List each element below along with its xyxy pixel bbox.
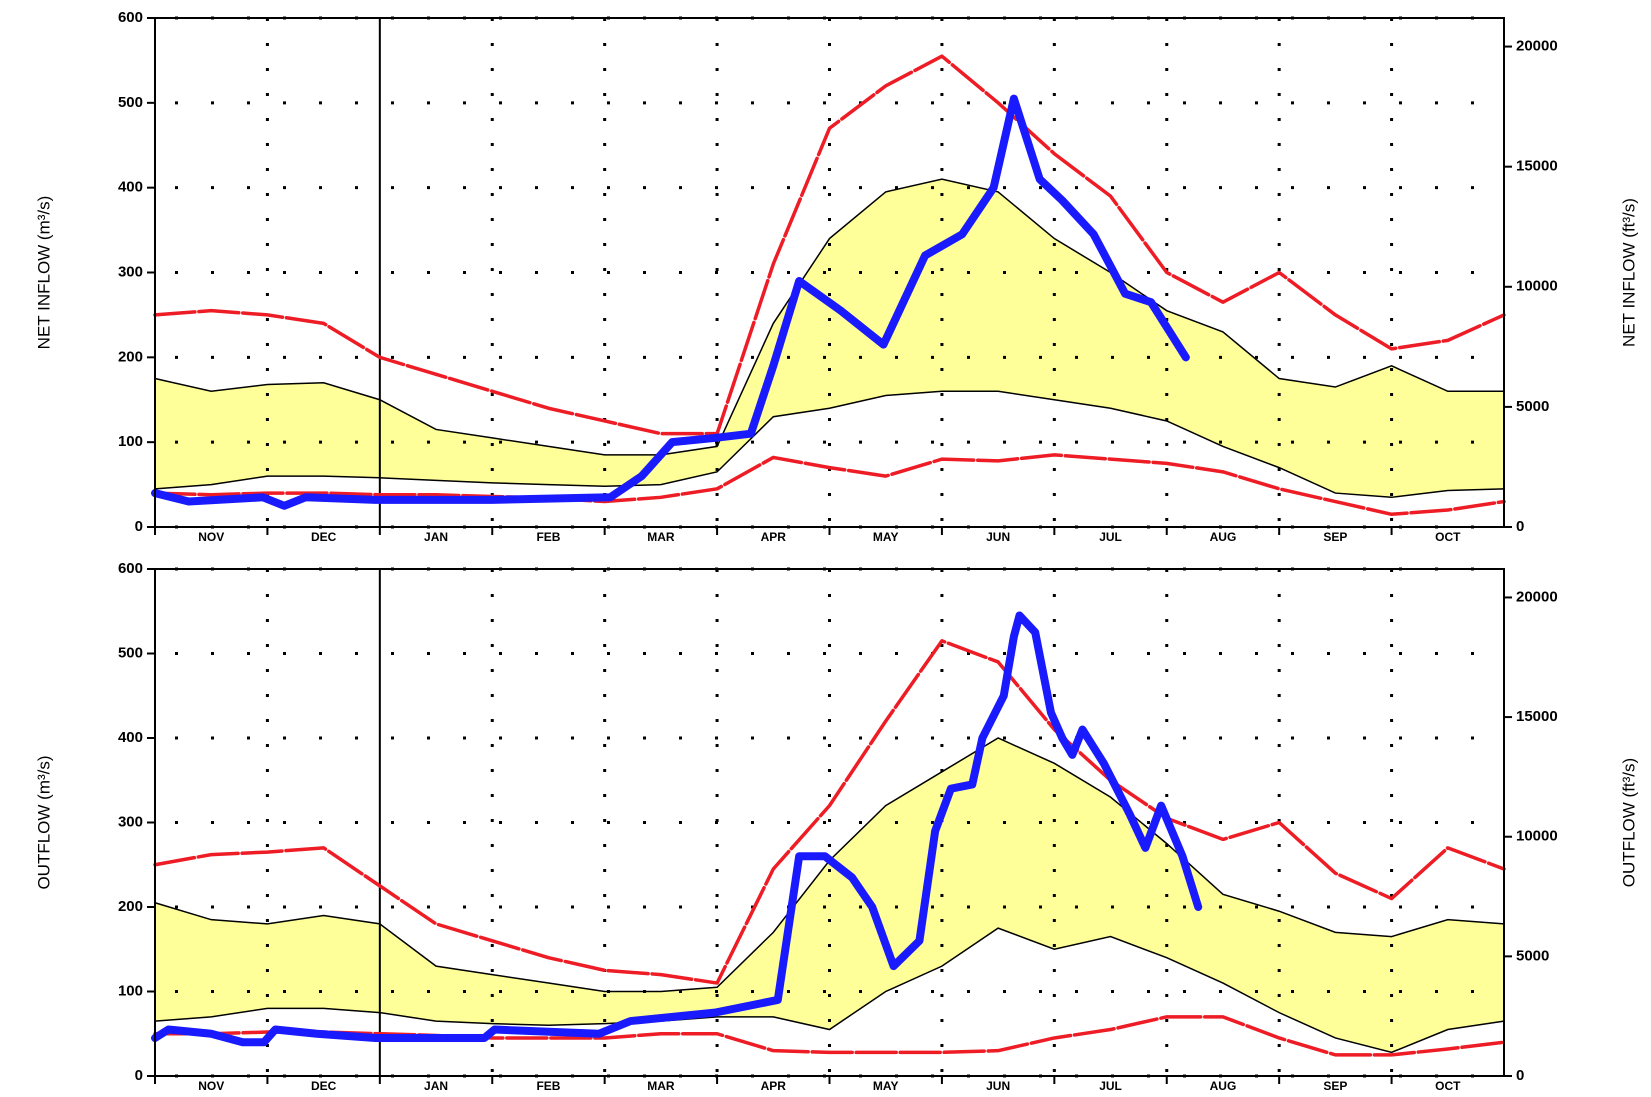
plot-frame bbox=[154, 17, 1505, 528]
y2-tick-label: 10000 bbox=[1516, 828, 1558, 845]
y-tick-label: 500 bbox=[118, 644, 143, 661]
y2-tick-label: 0 bbox=[1516, 518, 1524, 535]
y2-axis-title: NET INFLOW (ft³/s) bbox=[1619, 198, 1638, 347]
x-tick-label: MAY bbox=[873, 530, 899, 544]
band-line bbox=[154, 178, 1504, 456]
x-tick-label: JAN bbox=[424, 530, 448, 544]
x-tick-label: SEP bbox=[1323, 1079, 1347, 1093]
plot-frame bbox=[154, 568, 1505, 1077]
y-tick-label: 100 bbox=[118, 982, 143, 999]
y2-tick-label: 20000 bbox=[1516, 38, 1558, 55]
y-tick-label: 200 bbox=[118, 898, 143, 915]
x-tick-label: OCT bbox=[1435, 530, 1461, 544]
x-tick-label: JUL bbox=[1099, 530, 1122, 544]
quartile-band bbox=[155, 179, 1504, 498]
y2-axis-title: OUTFLOW (ft³/s) bbox=[1619, 758, 1638, 887]
x-tick-label: DEC bbox=[311, 1079, 337, 1093]
x-tick-label: MAR bbox=[647, 1079, 675, 1093]
y-axis-title: NET INFLOW (m³/s) bbox=[34, 196, 53, 350]
y2-tick-label: 15000 bbox=[1516, 708, 1558, 725]
y-tick-label: 0 bbox=[135, 518, 143, 535]
x-tick-label: SEP bbox=[1323, 530, 1347, 544]
series-line bbox=[153, 453, 1506, 517]
x-tick-label: JUL bbox=[1099, 1079, 1122, 1093]
x-tick-label: NOV bbox=[198, 530, 224, 544]
y-axis-title: OUTFLOW (m³/s) bbox=[34, 755, 53, 889]
x-tick-label: APR bbox=[761, 530, 787, 544]
y-tick-label: 300 bbox=[118, 813, 143, 830]
series-line bbox=[153, 639, 1506, 985]
x-tick-label: NOV bbox=[198, 1079, 224, 1093]
band-line bbox=[154, 927, 1505, 1054]
series-line bbox=[151, 94, 1190, 510]
y-tick-label: 400 bbox=[118, 179, 143, 196]
y2-tick-label: 20000 bbox=[1516, 588, 1558, 605]
y-tick-label: 100 bbox=[118, 433, 143, 450]
x-tick-label: FEB bbox=[536, 1079, 560, 1093]
x-tick-label: JUN bbox=[986, 530, 1010, 544]
series-line bbox=[153, 1015, 1506, 1057]
y2-tick-label: 0 bbox=[1516, 1067, 1524, 1084]
y-tick-label: 600 bbox=[118, 9, 143, 26]
x-tick-label: AUG bbox=[1210, 1079, 1237, 1093]
y-tick-label: 600 bbox=[118, 560, 143, 577]
x-tick-label: JAN bbox=[424, 1079, 448, 1093]
band-line bbox=[154, 390, 1505, 499]
x-tick-label: APR bbox=[761, 1079, 787, 1093]
y2-tick-label: 10000 bbox=[1516, 278, 1558, 295]
y-tick-label: 0 bbox=[135, 1067, 143, 1084]
x-tick-label: AUG bbox=[1210, 530, 1237, 544]
y-tick-label: 200 bbox=[118, 348, 143, 365]
x-tick-label: JUN bbox=[986, 1079, 1010, 1093]
x-tick-label: DEC bbox=[311, 530, 337, 544]
series-line bbox=[153, 54, 1506, 436]
y-tick-label: 400 bbox=[118, 729, 143, 746]
x-tick-label: OCT bbox=[1435, 1079, 1461, 1093]
series-line bbox=[151, 611, 1203, 1047]
y2-tick-label: 5000 bbox=[1516, 398, 1549, 415]
x-tick-label: MAY bbox=[873, 1079, 899, 1093]
y2-tick-label: 5000 bbox=[1516, 947, 1549, 964]
x-tick-label: FEB bbox=[536, 530, 560, 544]
y-tick-label: 300 bbox=[118, 263, 143, 280]
y-tick-label: 500 bbox=[118, 94, 143, 111]
x-tick-label: MAR bbox=[647, 530, 675, 544]
y2-tick-label: 15000 bbox=[1516, 158, 1558, 175]
